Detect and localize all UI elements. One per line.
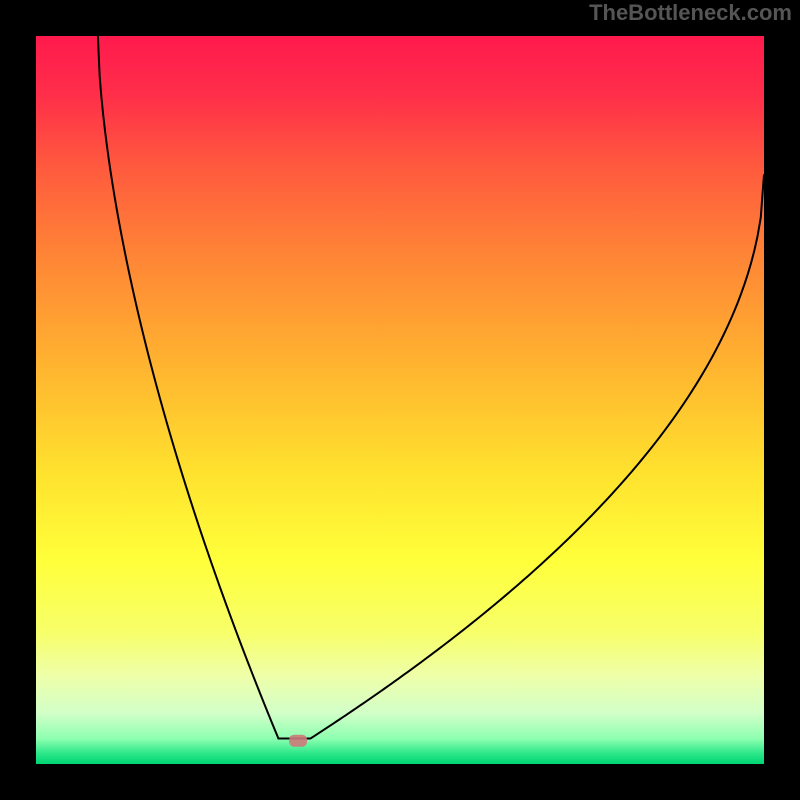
outer-border-right (794, 0, 800, 800)
watermark-text: TheBottleneck.com (589, 0, 792, 26)
outer-border-left (0, 0, 6, 800)
frame-bottom (6, 764, 794, 794)
vertex-marker (289, 735, 307, 747)
chart-stage: TheBottleneck.com (0, 0, 800, 800)
frame-right (764, 24, 794, 794)
outer-border-bottom (0, 794, 800, 800)
frame-left (6, 24, 36, 794)
plot-background (36, 36, 764, 764)
chart-svg (0, 0, 800, 800)
